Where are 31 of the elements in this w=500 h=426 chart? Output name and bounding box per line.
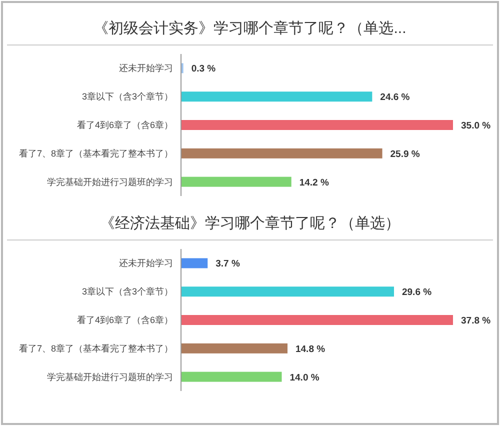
y-tick-label: 3章以下（含3个章节） [82,286,173,297]
y-tick-label: 学完基础开始进行习题班的学习 [47,176,173,187]
data-label: 3.7 % [216,258,240,270]
bar [181,148,382,158]
data-label: 37.8 % [461,316,492,326]
data-label: 35.0 % [461,120,492,132]
bar [181,120,453,130]
data-label: 25.9 % [390,148,420,160]
y-tick-label: 3章以下（含3个章节） [82,92,173,102]
y-tick-label: 还未开始学习 [119,258,173,268]
chart-title: 《初级会计实务》学习哪个章节了呢？（单选... [94,20,406,37]
chart-title: 《经济法基础》学习哪个章节了呢？（单选） [100,215,400,232]
data-label: 14.8 % [295,344,326,355]
y-tick-label: 看了4到6章了（含6章） [76,315,173,325]
y-tick-label: 看了7、8章了（基本看完了整本书了） [18,343,173,354]
bar [181,343,288,354]
y-tick-label: 还未开始学习 [119,63,173,74]
data-label: 29.6 % [402,287,432,298]
bar [181,286,394,297]
bar [181,258,208,268]
bar [181,176,292,187]
bar [181,372,282,382]
bar [181,92,372,102]
data-label: 24.6 % [380,92,410,104]
data-label: 0.3 % [191,64,216,75]
y-tick-label: 看了4到6章了（含6章） [76,120,173,130]
data-label: 14.0 % [290,372,320,384]
y-tick-label: 学完基础开始进行习题班的学习 [47,372,173,382]
data-label: 14.2 % [299,177,330,188]
bar [181,315,453,325]
y-tick-label: 看了7、8章了（基本看完了整本书了） [18,148,173,158]
